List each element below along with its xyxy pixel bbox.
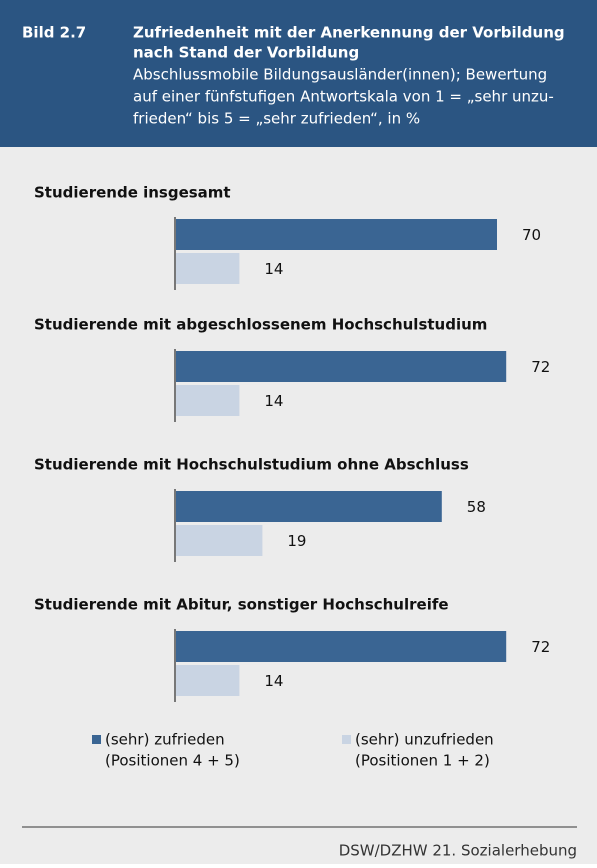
value-label: 14: [264, 392, 283, 410]
value-label: 58: [467, 498, 486, 516]
subtitle-line: frieden“ bis 5 = „sehr zufrieden“, in %: [133, 110, 420, 128]
bar: [175, 665, 240, 696]
value-label: 19: [287, 532, 306, 550]
group-label: Studierende insgesamt: [34, 184, 231, 202]
value-label: 70: [522, 226, 541, 244]
group-label: Studierende mit Hochschulstudium ohne Ab…: [34, 456, 469, 474]
title-line: nach Stand der Vorbildung: [133, 44, 359, 62]
figure-label: Bild 2.7: [22, 24, 86, 42]
title-line: Zufriedenheit mit der Anerkennung der Vo…: [133, 24, 565, 42]
bar: [175, 253, 240, 284]
header-band: [0, 0, 597, 147]
value-label: 14: [264, 260, 283, 278]
bar: [175, 219, 497, 250]
legend-label: (sehr) zufrieden: [105, 731, 225, 749]
bar: [175, 351, 507, 382]
legend-swatch: [342, 735, 351, 744]
legend-sublabel: (Positionen 4 + 5): [105, 752, 240, 770]
value-label: 14: [264, 672, 283, 690]
legend-swatch: [92, 735, 101, 744]
bar: [175, 525, 263, 556]
group-label: Studierende mit abgeschlossenem Hochschu…: [34, 316, 487, 334]
subtitle-line: Abschlussmobile Bildungsausländer(innen)…: [133, 66, 547, 84]
bar: [175, 385, 240, 416]
bar: [175, 491, 442, 522]
source: DSW/DZHW 21. Sozialerhebung: [339, 842, 577, 860]
value-label: 72: [531, 358, 550, 376]
legend-sublabel: (Positionen 1 + 2): [355, 752, 490, 770]
group-label: Studierende mit Abitur, sonstiger Hochsc…: [34, 596, 449, 614]
bar: [175, 631, 507, 662]
legend-label: (sehr) unzufrieden: [355, 731, 494, 749]
value-label: 72: [531, 638, 550, 656]
subtitle-line: auf einer fünfstufigen Antwortskala von …: [133, 88, 554, 106]
